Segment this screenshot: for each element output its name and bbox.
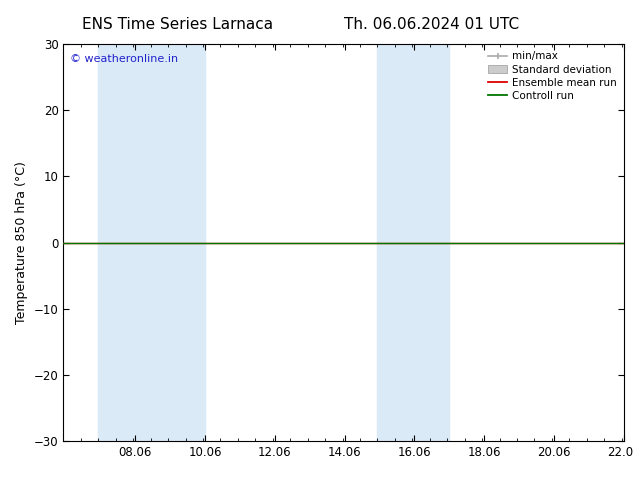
Legend: min/max, Standard deviation, Ensemble mean run, Controll run: min/max, Standard deviation, Ensemble me… — [484, 47, 621, 105]
Text: ENS Time Series Larnaca: ENS Time Series Larnaca — [82, 17, 273, 32]
Bar — [377, 44, 450, 441]
Text: Th. 06.06.2024 01 UTC: Th. 06.06.2024 01 UTC — [344, 17, 519, 32]
Bar — [98, 44, 205, 441]
Text: © weatheronline.in: © weatheronline.in — [70, 54, 178, 64]
Y-axis label: Temperature 850 hPa (°C): Temperature 850 hPa (°C) — [15, 161, 29, 324]
